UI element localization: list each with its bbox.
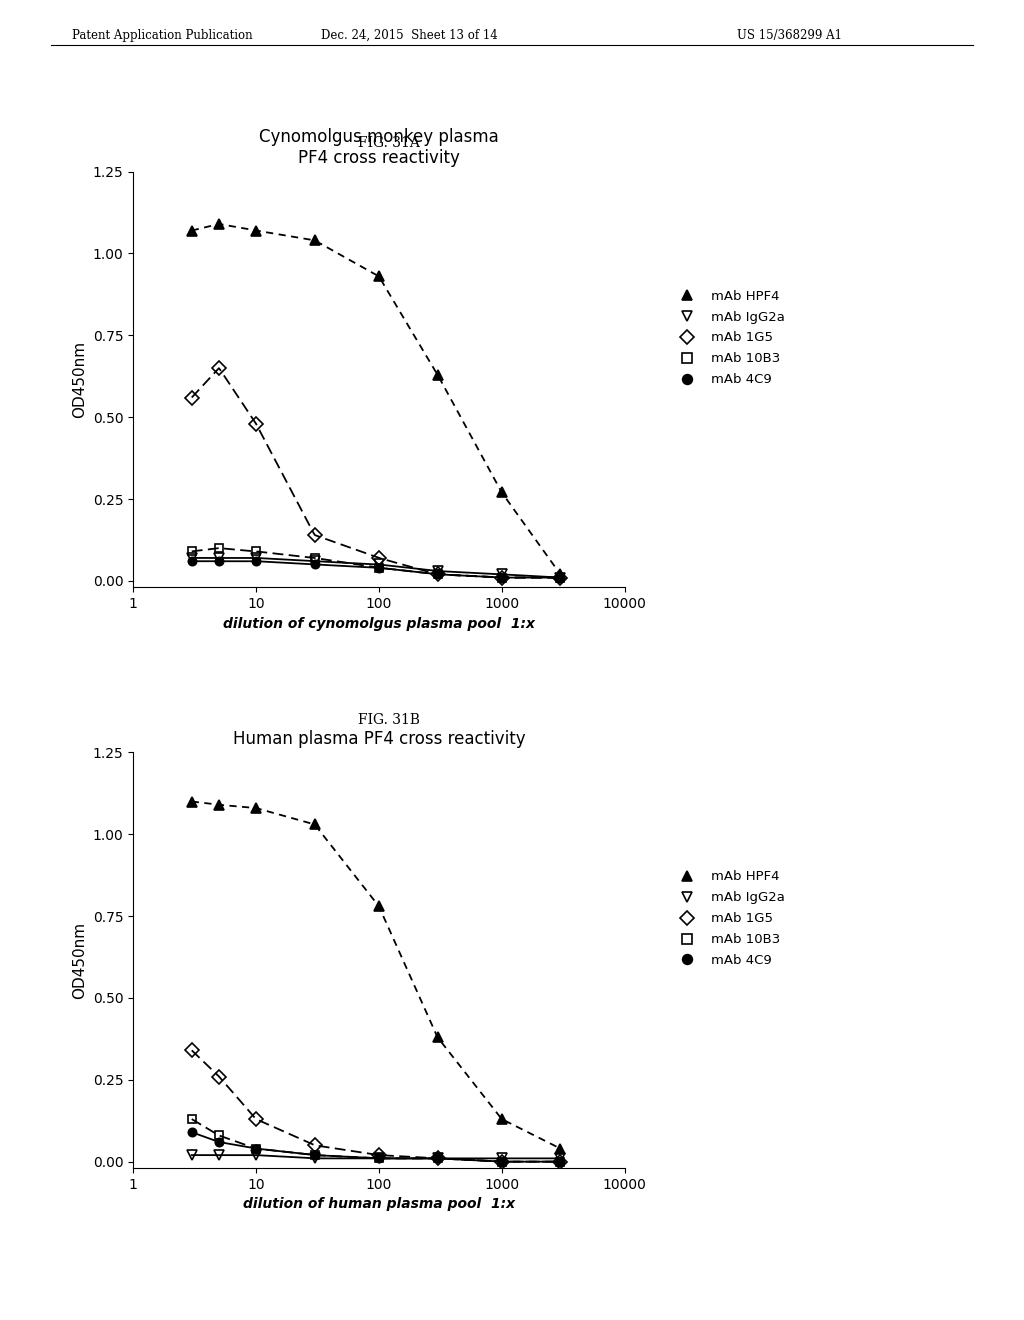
Y-axis label: OD450nm: OD450nm: [72, 341, 87, 418]
Legend: mAb HPF4, mAb IgG2a, mAb 1G5, mAb 10B3, mAb 4C9: mAb HPF4, mAb IgG2a, mAb 1G5, mAb 10B3, …: [669, 865, 791, 973]
Text: FIG. 31B: FIG. 31B: [358, 713, 420, 727]
X-axis label: dilution of cynomolgus plasma pool  1:x: dilution of cynomolgus plasma pool 1:x: [223, 616, 535, 631]
Y-axis label: OD450nm: OD450nm: [72, 921, 87, 999]
Text: FIG. 31A: FIG. 31A: [358, 136, 420, 150]
Title: Human plasma PF4 cross reactivity: Human plasma PF4 cross reactivity: [232, 730, 525, 748]
Title: Cynomolgus monkey plasma
PF4 cross reactivity: Cynomolgus monkey plasma PF4 cross react…: [259, 128, 499, 168]
X-axis label: dilution of human plasma pool  1:x: dilution of human plasma pool 1:x: [243, 1197, 515, 1212]
Legend: mAb HPF4, mAb IgG2a, mAb 1G5, mAb 10B3, mAb 4C9: mAb HPF4, mAb IgG2a, mAb 1G5, mAb 10B3, …: [669, 284, 791, 392]
Text: US 15/368299 A1: US 15/368299 A1: [737, 29, 843, 42]
Text: Dec. 24, 2015  Sheet 13 of 14: Dec. 24, 2015 Sheet 13 of 14: [322, 29, 498, 42]
Text: Patent Application Publication: Patent Application Publication: [72, 29, 252, 42]
